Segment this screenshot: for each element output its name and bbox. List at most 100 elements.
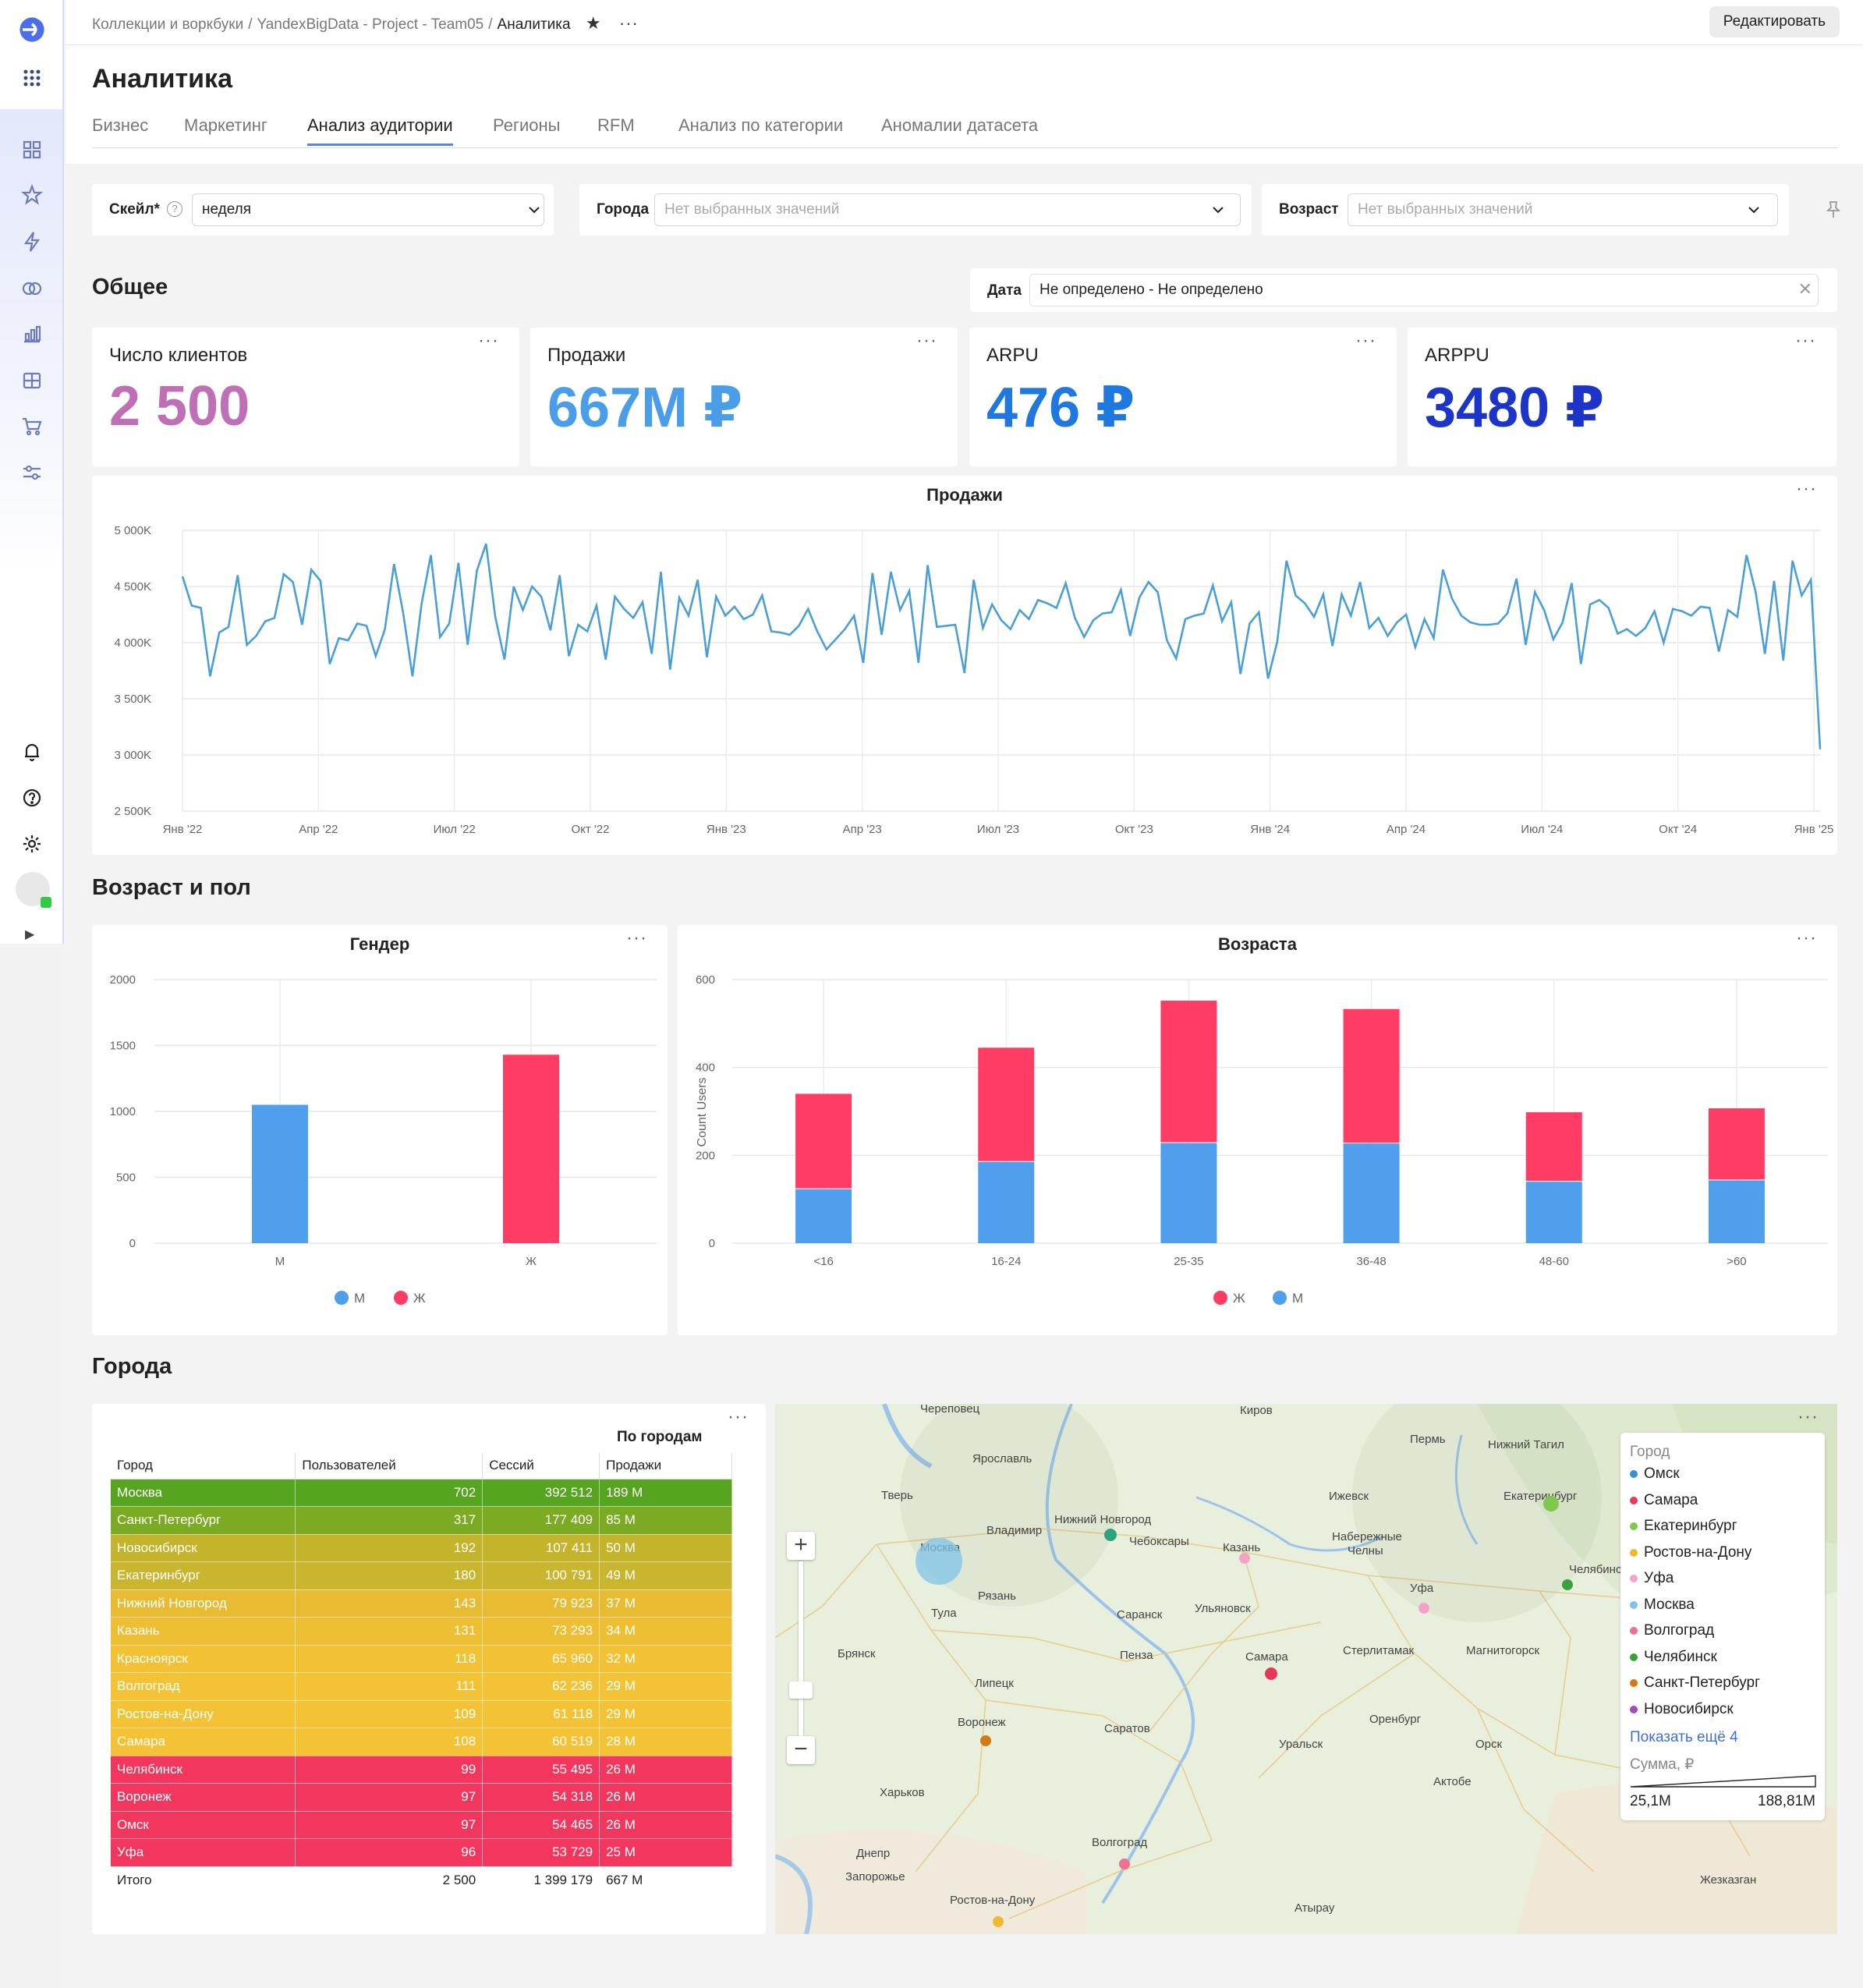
zoom-slider-handle[interactable] bbox=[789, 1681, 813, 1699]
more-icon[interactable]: ··· bbox=[1795, 330, 1816, 351]
marker-nizhny-novgorod[interactable] bbox=[1104, 1529, 1117, 1541]
gear-icon[interactable] bbox=[16, 828, 48, 859]
lightning-icon[interactable] bbox=[16, 226, 48, 257]
legend-item[interactable]: Новосибирск bbox=[1630, 1701, 1734, 1718]
more-icon[interactable]: ··· bbox=[478, 330, 499, 351]
legend-item[interactable]: Москва bbox=[1630, 1596, 1695, 1614]
sales-series-line[interactable] bbox=[181, 543, 1822, 749]
help-icon[interactable] bbox=[16, 782, 48, 813]
tab-anomalies[interactable]: Аномалии датасета bbox=[881, 115, 1039, 135]
tab-regions[interactable]: Регионы bbox=[493, 115, 561, 135]
sum-min: 25,1M bbox=[1630, 1793, 1671, 1809]
legend-item[interactable]: Екатеринбург bbox=[1630, 1518, 1737, 1535]
legend-dot bbox=[1273, 1291, 1287, 1305]
legend-item[interactable]: Челябинск bbox=[1630, 1649, 1717, 1666]
bar-male-16-24[interactable] bbox=[978, 1161, 1035, 1243]
more-icon[interactable]: ··· bbox=[1797, 1406, 1819, 1427]
notifications-bell-icon[interactable] bbox=[16, 736, 48, 767]
scale-select[interactable]: неделя bbox=[192, 193, 544, 226]
column-header[interactable]: Город bbox=[111, 1453, 296, 1479]
age-select[interactable]: Нет выбранных значений bbox=[1348, 193, 1778, 226]
x-tick-label: Янв '22 bbox=[163, 823, 203, 836]
bar-male->60[interactable] bbox=[1708, 1180, 1765, 1243]
y-tick-label: 0 bbox=[129, 1237, 136, 1250]
marker-ekaterinburg[interactable] bbox=[1543, 1496, 1559, 1511]
bar-male-48-60[interactable] bbox=[1525, 1182, 1582, 1243]
legend-item[interactable]: Уфа bbox=[1630, 1570, 1674, 1587]
legend-label[interactable]: М bbox=[1292, 1291, 1303, 1306]
tab-category[interactable]: Анализ по категории bbox=[678, 115, 844, 135]
legend-item[interactable]: Самара bbox=[1630, 1492, 1698, 1509]
marker-voronezh[interactable] bbox=[980, 1735, 991, 1746]
bar-male-36-48[interactable] bbox=[1343, 1143, 1400, 1243]
kpi-sales: Продажи 667M ₽ ··· bbox=[530, 328, 958, 466]
legend-item[interactable]: Омск bbox=[1630, 1465, 1680, 1483]
marker-ufa[interactable] bbox=[1419, 1603, 1429, 1614]
more-icon[interactable]: ··· bbox=[728, 1406, 749, 1427]
legend-label[interactable]: Ж bbox=[1233, 1291, 1245, 1306]
marker-volgograd[interactable] bbox=[1119, 1859, 1130, 1869]
more-icon[interactable]: ··· bbox=[618, 13, 639, 33]
pin-icon[interactable] bbox=[1825, 200, 1842, 220]
bar-female->60[interactable] bbox=[1708, 1108, 1765, 1180]
apps-grid-icon[interactable] bbox=[16, 62, 48, 94]
legend-label[interactable]: Ж bbox=[413, 1291, 426, 1306]
zoom-in-button[interactable]: + bbox=[787, 1532, 815, 1560]
legend-item[interactable]: Санкт-Петербург bbox=[1630, 1674, 1760, 1692]
clear-icon[interactable]: ✕ bbox=[1797, 279, 1812, 299]
dashboards-icon[interactable] bbox=[16, 134, 48, 165]
marker-moscow[interactable] bbox=[916, 1538, 962, 1585]
charts-icon[interactable] bbox=[16, 318, 48, 349]
bar-Ж[interactable] bbox=[503, 1054, 559, 1243]
chevron-down-icon[interactable] bbox=[1747, 203, 1761, 217]
marker-rostov[interactable] bbox=[993, 1916, 1004, 1927]
tab-marketing[interactable]: Маркетинг bbox=[184, 115, 267, 135]
cart-icon[interactable] bbox=[16, 410, 48, 441]
tab-rfm[interactable]: RFM bbox=[597, 115, 635, 135]
legend-item[interactable]: Волгоград bbox=[1630, 1622, 1714, 1639]
datasets-icon[interactable] bbox=[16, 365, 48, 396]
chevron-down-icon[interactable] bbox=[1211, 203, 1225, 217]
bar-female-<16[interactable] bbox=[795, 1093, 852, 1189]
legend-label[interactable]: М bbox=[354, 1291, 365, 1306]
marker-chelyabinsk[interactable] bbox=[1562, 1579, 1573, 1590]
tab-audience[interactable]: Анализ аудитории bbox=[307, 115, 453, 146]
bar-female-36-48[interactable] bbox=[1343, 1008, 1400, 1143]
tab-business[interactable]: Бизнес bbox=[92, 115, 149, 135]
kpi-title: Число клиентов bbox=[109, 345, 248, 366]
column-header[interactable]: Пользователей bbox=[295, 1453, 483, 1479]
show-more-link[interactable]: Показать ещё 4 bbox=[1630, 1729, 1738, 1745]
expand-sidebar-icon[interactable]: ▶ bbox=[25, 928, 35, 941]
zoom-slider[interactable] bbox=[799, 1561, 803, 1739]
edit-button[interactable]: Редактировать bbox=[1709, 6, 1840, 37]
map-city-label: Магнитогорск bbox=[1466, 1644, 1540, 1657]
settings-sliders-icon[interactable] bbox=[16, 457, 48, 488]
help-icon[interactable]: ? bbox=[167, 201, 182, 217]
bar-female-48-60[interactable] bbox=[1525, 1112, 1582, 1182]
marker-kazan[interactable] bbox=[1239, 1553, 1250, 1564]
bar-female-25-35[interactable] bbox=[1160, 1001, 1217, 1143]
column-header[interactable]: Сессий bbox=[482, 1453, 600, 1479]
column-header[interactable]: Продажи bbox=[599, 1453, 732, 1479]
zoom-out-button[interactable]: − bbox=[787, 1736, 815, 1764]
more-icon[interactable]: ··· bbox=[916, 330, 937, 351]
more-icon[interactable]: ··· bbox=[1355, 330, 1376, 351]
age-stacked-bar-chart: 600 400 200 0 Count Users <16 16-24 25-35 36-48 4… bbox=[696, 973, 1828, 1306]
table-cell-sales: 29 M bbox=[599, 1672, 732, 1701]
logo-icon[interactable] bbox=[16, 14, 48, 45]
star-icon[interactable]: ★ bbox=[585, 13, 601, 33]
bar-male-25-35[interactable] bbox=[1160, 1143, 1217, 1243]
bar-male-<16[interactable] bbox=[795, 1189, 852, 1243]
marker-samara[interactable] bbox=[1265, 1667, 1277, 1680]
breadcrumb-workbook[interactable]: YandexBigData - Project - Team05 bbox=[257, 16, 484, 33]
breadcrumb-collections[interactable]: Коллекции и воркбуки bbox=[92, 16, 244, 33]
chevron-down-icon[interactable] bbox=[527, 203, 541, 217]
cities-select[interactable]: Нет выбранных значений bbox=[654, 193, 1241, 226]
connections-icon[interactable] bbox=[16, 273, 48, 304]
date-range-input[interactable]: Не определено - Не определено bbox=[1029, 274, 1819, 307]
legend-label: Самара bbox=[1644, 1491, 1698, 1508]
bar-М[interactable] bbox=[252, 1104, 308, 1243]
legend-item[interactable]: Ростов-на-Дону bbox=[1630, 1544, 1751, 1561]
bar-female-16-24[interactable] bbox=[978, 1047, 1035, 1161]
favorites-icon[interactable] bbox=[16, 179, 48, 211]
